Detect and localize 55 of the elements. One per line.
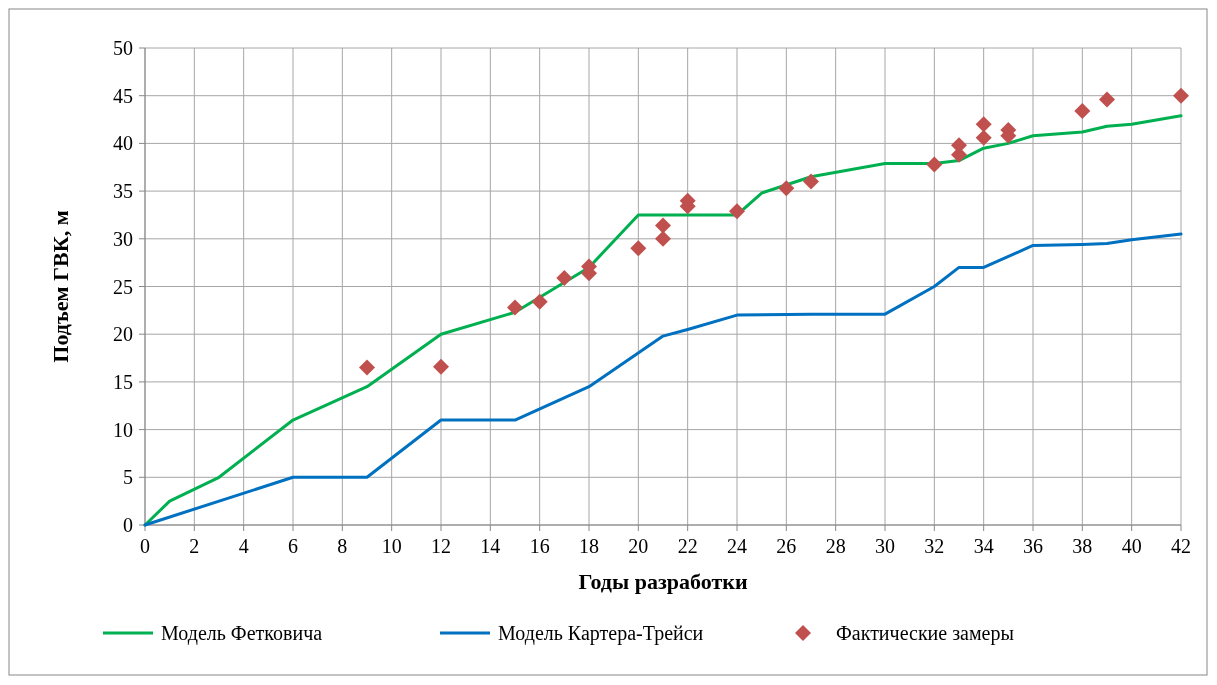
point bbox=[655, 217, 671, 234]
x-tick-label: 38 bbox=[1072, 535, 1093, 557]
x-tick-label: 12 bbox=[431, 535, 451, 557]
y-tick-label: 15 bbox=[113, 370, 133, 393]
legend-label: Модель Картера-Трейси bbox=[498, 622, 704, 645]
point bbox=[778, 180, 795, 197]
x-tick-label: 42 bbox=[1171, 535, 1191, 557]
y-tick-label: 10 bbox=[113, 418, 133, 441]
y-tick-label: 45 bbox=[113, 84, 133, 107]
point bbox=[630, 240, 647, 257]
y-tick-label: 25 bbox=[113, 275, 133, 298]
x-tick-label: 0 bbox=[140, 535, 150, 557]
point bbox=[729, 203, 745, 220]
y-tick-label: 30 bbox=[113, 227, 133, 250]
x-tick-label: 26 bbox=[776, 535, 797, 557]
x-tick-label: 34 bbox=[973, 535, 994, 557]
y-axis-title: Подъем ГВК, м bbox=[48, 210, 73, 363]
x-tick-label: 14 bbox=[480, 535, 501, 557]
x-tick-label: 40 bbox=[1121, 535, 1142, 557]
point bbox=[975, 116, 992, 133]
y-tick-label: 50 bbox=[113, 37, 133, 59]
y-tick-label: 5 bbox=[123, 466, 133, 489]
x-tick-label: 18 bbox=[579, 535, 599, 557]
point bbox=[655, 230, 671, 247]
x-tick-label: 30 bbox=[875, 535, 895, 557]
x-axis-title: Годы разработки bbox=[578, 569, 748, 594]
x-tick-label: 16 bbox=[529, 535, 550, 557]
point bbox=[975, 129, 992, 146]
point bbox=[556, 269, 573, 286]
point bbox=[926, 156, 943, 173]
x-tick-label: 20 bbox=[628, 535, 649, 557]
x-tick-label: 8 bbox=[337, 535, 348, 557]
y-tick-label: 0 bbox=[123, 514, 133, 536]
point bbox=[507, 299, 523, 316]
y-tick-label: 35 bbox=[113, 180, 133, 203]
y-tick-label: 40 bbox=[113, 132, 133, 155]
x-tick-label: 28 bbox=[825, 535, 846, 557]
y-tick-label: 20 bbox=[113, 323, 133, 346]
x-tick-label: 2 bbox=[189, 535, 200, 557]
x-tick-label: 22 bbox=[677, 535, 698, 557]
x-tick-label: 4 bbox=[238, 535, 249, 557]
point bbox=[531, 293, 548, 310]
point bbox=[1173, 87, 1189, 104]
point bbox=[359, 359, 375, 376]
x-tick-label: 10 bbox=[381, 535, 402, 557]
x-tick-label: 24 bbox=[727, 535, 747, 557]
point bbox=[1074, 102, 1091, 119]
legend-label: Модель Фетковича bbox=[161, 622, 323, 645]
x-tick-label: 6 bbox=[288, 535, 298, 557]
x-tick-label: 36 bbox=[1023, 535, 1043, 557]
x-tick-label: 32 bbox=[924, 535, 945, 557]
point bbox=[433, 358, 449, 375]
point bbox=[803, 173, 819, 190]
legend-label: Фактические замеры bbox=[836, 622, 1014, 645]
point bbox=[1099, 91, 1115, 108]
